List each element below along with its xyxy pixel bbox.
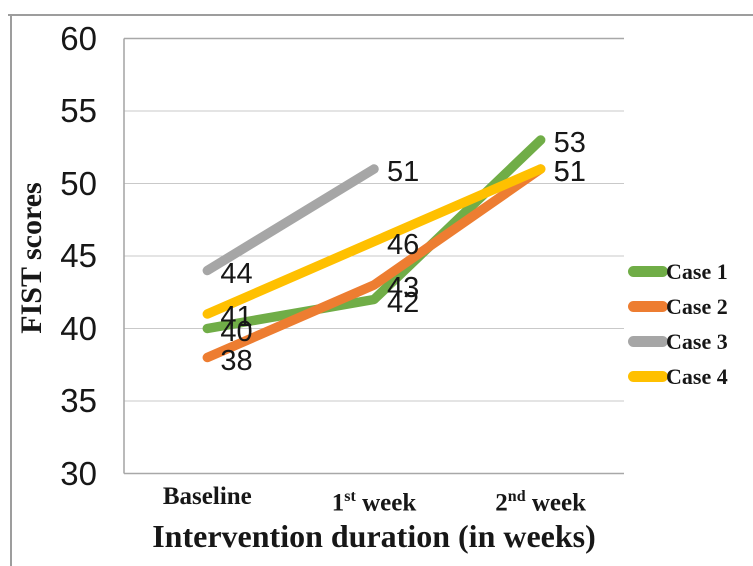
x-tick-label: Baseline — [122, 483, 292, 511]
y-tick-label: 35 — [60, 382, 97, 419]
y-tick-label: 50 — [60, 164, 97, 202]
x-tick-text: week — [525, 489, 586, 517]
figure-border-left — [10, 14, 12, 566]
data-label-case-3: 44 — [220, 257, 253, 290]
data-label-case-4: 41 — [220, 301, 253, 333]
y-tick-label: 30 — [60, 454, 97, 492]
data-label-case-1: 53 — [553, 127, 586, 159]
legend-item-case-3: Case 3 — [628, 324, 728, 359]
figure-border-top — [8, 14, 753, 16]
legend-marker-icon — [628, 301, 668, 312]
x-tick-text: st — [344, 488, 356, 505]
legend-item-case-4: Case 4 — [628, 359, 728, 394]
data-label-case-4: 51 — [553, 156, 586, 188]
series-line-case-3 — [202, 164, 379, 276]
series-line-case-4 — [202, 164, 546, 319]
legend: Case 1 Case 2 Case 3 Case 4 — [628, 254, 728, 394]
legend-marker-icon — [628, 371, 668, 382]
legend-item-case-2: Case 2 — [628, 289, 728, 324]
series-line-case-2 — [202, 164, 546, 363]
y-tick-label: 55 — [60, 92, 97, 129]
x-tick-text: nd — [507, 488, 526, 505]
x-tick-text: week — [355, 489, 417, 517]
legend-label: Case 3 — [666, 328, 728, 354]
y-tick-label: 40 — [60, 309, 97, 347]
data-label-case-2: 38 — [220, 344, 253, 377]
y-tick-label: 45 — [60, 237, 97, 274]
x-tick-text: Baseline — [162, 483, 252, 510]
x-tick-text: 1 — [331, 489, 345, 517]
x-tick-label: 1st week — [289, 483, 459, 517]
data-label-case-3: 51 — [387, 156, 420, 188]
data-label-case-1: 40 — [220, 315, 253, 348]
legend-label: Case 2 — [666, 293, 728, 319]
legend-label: Case 4 — [666, 363, 728, 389]
x-tick-text: 2 — [495, 489, 508, 517]
data-label-case-2: 43 — [387, 272, 420, 304]
data-label-case-4: 46 — [387, 228, 420, 261]
legend-marker-icon — [628, 266, 668, 277]
y-axis-title: FIST scores — [15, 182, 48, 334]
legend-label: Case 1 — [666, 258, 728, 284]
x-axis-title: Intervention duration (in weeks) — [152, 518, 596, 554]
x-tick-label: 2nd week — [456, 483, 626, 517]
data-label-case-1: 42 — [387, 286, 420, 319]
data-label-case-2: 51 — [553, 156, 586, 188]
legend-item-case-1: Case 1 — [628, 254, 728, 289]
y-tick-label: 60 — [60, 19, 97, 57]
legend-marker-icon — [628, 336, 668, 347]
